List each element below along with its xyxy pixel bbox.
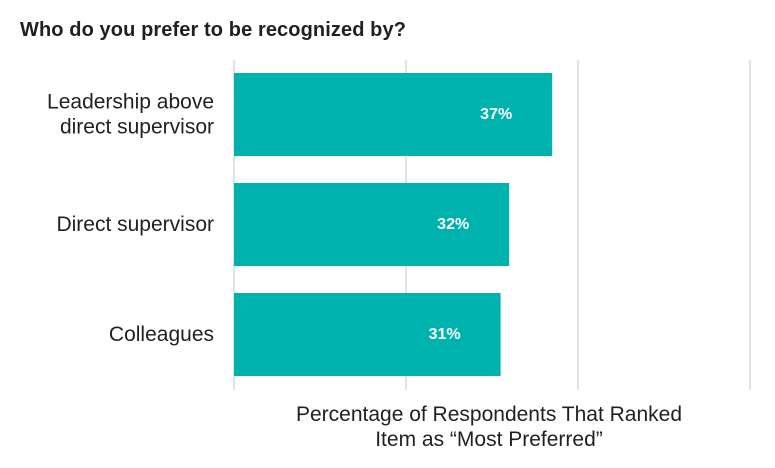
bar	[234, 73, 553, 156]
category-label-line: Direct supervisor	[56, 213, 214, 236]
category-label: Leadership above direct supervisor	[47, 91, 214, 139]
category-label: Direct supervisor	[56, 213, 214, 236]
category-label-line: Leadership above	[47, 91, 214, 114]
bar	[234, 183, 510, 266]
category-labels: Leadership above direct supervisor Direct …	[47, 91, 214, 347]
chart-title: Who do you prefer to be recognized by?	[20, 19, 407, 41]
data-label: 32%	[437, 216, 469, 233]
category-label-line: direct supervisor	[60, 116, 214, 139]
x-axis-label: Percentage of Respondents That Ranked It…	[295, 403, 683, 451]
data-label: 31%	[429, 326, 461, 343]
bars: 37% 32% 31%	[234, 73, 553, 376]
category-label: Colleagues	[109, 323, 214, 346]
data-label: 37%	[480, 106, 512, 123]
bar	[234, 293, 501, 376]
category-label-line: Colleagues	[109, 323, 214, 346]
